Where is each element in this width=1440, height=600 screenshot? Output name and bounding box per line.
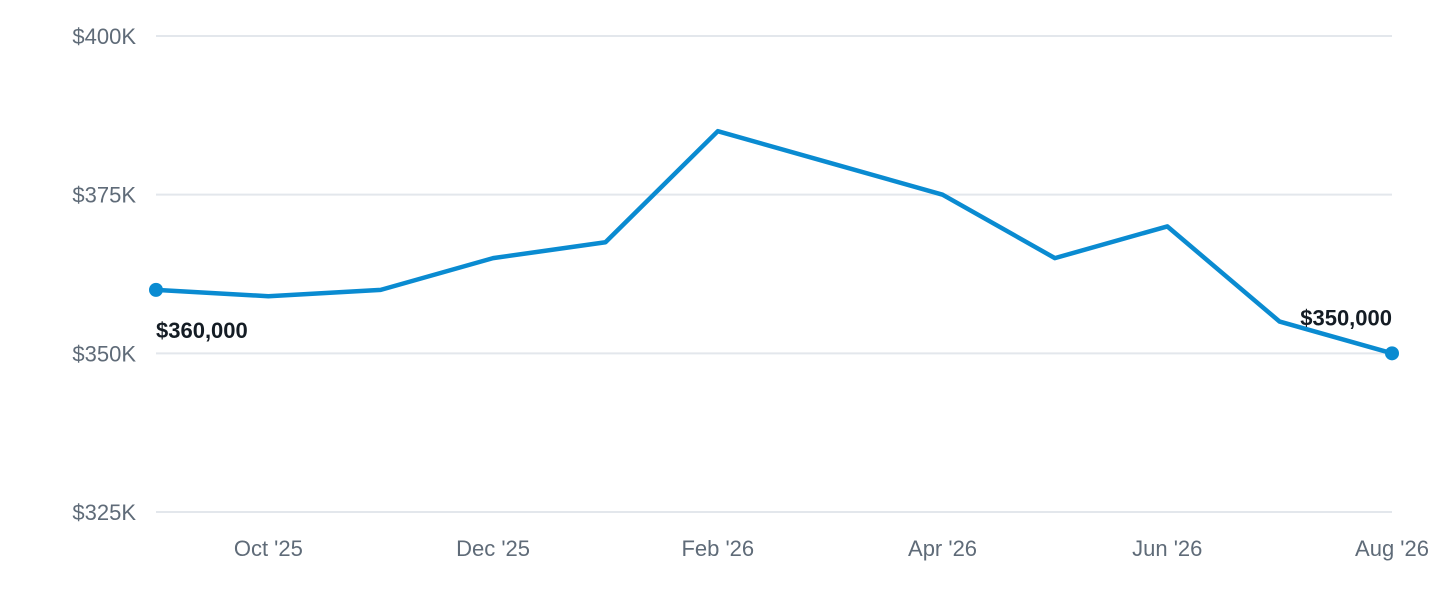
y-axis-ticks: $400K $375K $350K $325K bbox=[72, 24, 136, 525]
end-point-marker bbox=[1385, 346, 1399, 361]
x-tick-label: Feb '26 bbox=[681, 536, 754, 561]
y-tick-label: $375K bbox=[72, 183, 136, 208]
y-tick-label: $350K bbox=[72, 341, 136, 366]
y-tick-label: $400K bbox=[72, 24, 136, 49]
start-value-label: $360,000 bbox=[156, 318, 248, 343]
series-line bbox=[153, 128, 1395, 356]
data-labels: $360,000 $350,000 bbox=[156, 305, 1392, 343]
x-tick-label: Oct '25 bbox=[234, 536, 303, 561]
series-layer bbox=[149, 128, 1399, 361]
x-tick-label: Dec '25 bbox=[456, 536, 530, 561]
end-value-label: $350,000 bbox=[1300, 305, 1392, 330]
gridlines bbox=[156, 35, 1392, 513]
x-tick-label: Apr '26 bbox=[908, 536, 977, 561]
x-axis-ticks: Oct '25 Dec '25 Feb '26 Apr '26 Jun '26 Aug '… bbox=[234, 536, 1429, 561]
x-tick-label: Aug '26 bbox=[1355, 536, 1429, 561]
x-tick-label: Jun '26 bbox=[1132, 536, 1202, 561]
start-point-marker bbox=[149, 282, 163, 297]
y-tick-label: $325K bbox=[72, 500, 136, 525]
